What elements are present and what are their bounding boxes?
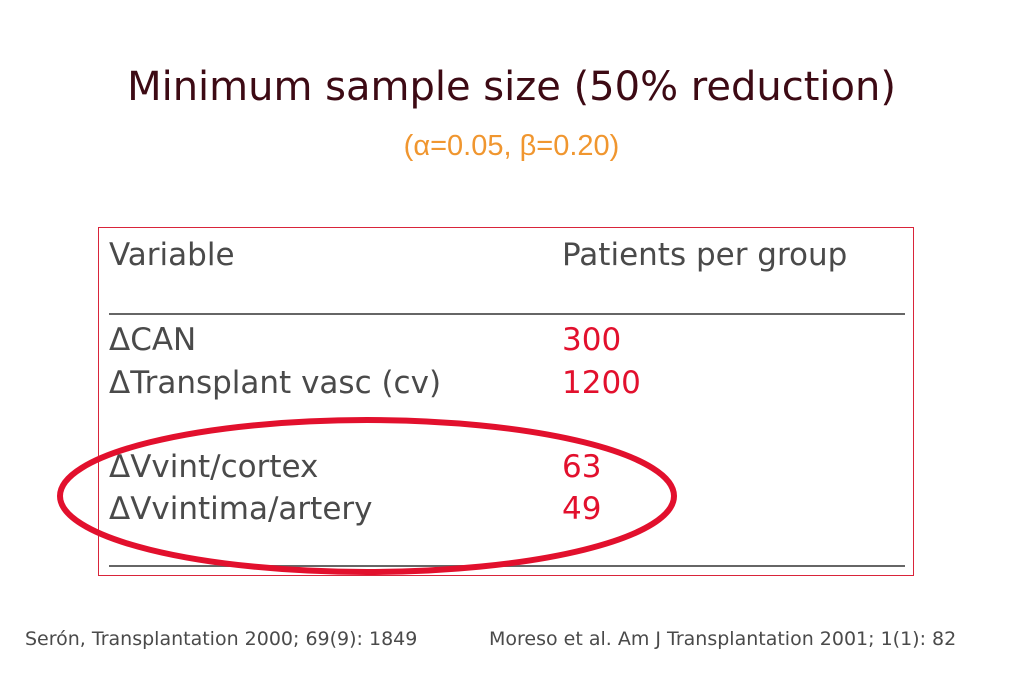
footer-rule bbox=[109, 565, 905, 567]
header-patients-per-group: Patients per group bbox=[562, 237, 848, 273]
row-patients: 63 bbox=[562, 449, 602, 485]
row-variable: ΔCAN bbox=[109, 322, 197, 358]
row-patients: 1200 bbox=[562, 365, 641, 401]
reference-right: Moreso et al. Am J Transplantation 2001;… bbox=[489, 628, 957, 650]
header-rule bbox=[109, 313, 905, 315]
row-patients: 49 bbox=[562, 491, 602, 527]
header-variable: Variable bbox=[109, 237, 235, 273]
row-variable: ΔTransplant vasc (cv) bbox=[109, 365, 442, 401]
reference-left: Serón, Transplantation 2000; 69(9): 1849 bbox=[25, 628, 418, 650]
slide-title: Minimum sample size (50% reduction) bbox=[127, 64, 896, 110]
slide-subtitle: (α=0.05, β=0.20) bbox=[403, 130, 620, 162]
row-variable: ΔVvintima/artery bbox=[109, 491, 373, 527]
row-variable: ΔVvint/cortex bbox=[109, 449, 319, 485]
sample-size-table: Variable Patients per group ΔCAN 300 ΔTr… bbox=[98, 227, 914, 576]
row-patients: 300 bbox=[562, 322, 622, 358]
